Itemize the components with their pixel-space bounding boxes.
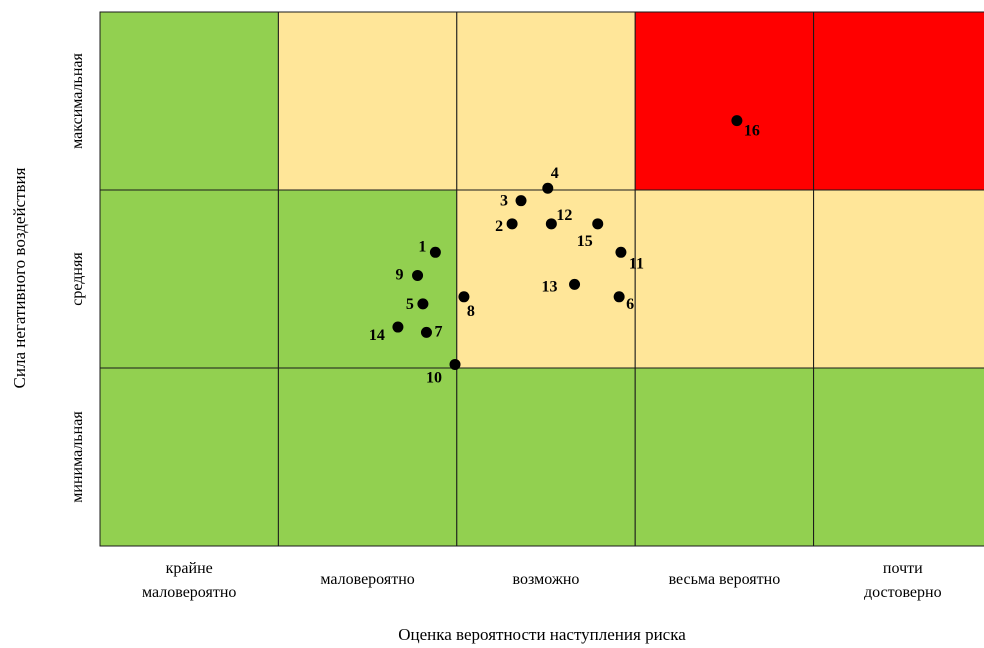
matrix-cell [813,11,984,191]
risk-point-label: 7 [434,323,442,340]
risk-point [449,358,461,370]
x-tick-labels: крайне маловероятно маловероятно возможно ве… [142,560,942,601]
risk-point [392,321,404,333]
matrix-cell [456,11,636,191]
x-axis-title: Оценка вероятности наступления риска [398,625,686,644]
matrix-cell [456,367,636,547]
risk-point [569,278,581,290]
matrix-cell [277,367,458,547]
risk-point-label: 13 [542,278,558,295]
matrix-cell [813,367,984,547]
risk-point-label: 12 [556,207,572,224]
risk-point-label: 14 [369,327,385,344]
risk-point [542,182,554,194]
matrix-cell [456,189,636,369]
risk-point [458,291,470,303]
matrix-cell [277,11,458,191]
risk-point-label: 9 [396,266,404,283]
risk-point-label: 1 [418,238,426,255]
risk-point [613,291,625,303]
y-tick-label: средняя [69,252,86,306]
matrix-cell [634,11,815,191]
matrix-cell [813,189,984,369]
risk-point-label: 8 [467,303,475,320]
matrix-cell [99,11,279,191]
risk-point-label: 3 [500,193,508,210]
risk-point-label: 11 [629,255,644,272]
risk-point [545,218,557,230]
y-axis-title: Сила негативного воздействия [10,167,29,388]
y-tick-label: максимальная [69,53,86,149]
risk-point-label: 4 [551,165,559,182]
risk-point-label: 2 [495,218,503,235]
y-tick-label: минимальная [69,411,86,503]
risk-point [417,298,429,310]
matrix-cell [99,367,279,547]
risk-point-label: 16 [744,123,760,140]
matrix-cell [99,189,279,369]
x-tick-label: крайне маловероятно [142,560,236,601]
x-tick-label: почти достоверно [864,560,942,601]
x-tick-label: возможно [513,571,580,588]
x-tick-label: маловероятно [320,571,414,588]
risk-point [420,326,432,338]
risk-point [429,246,441,258]
risk-point-label: 5 [406,296,414,313]
risk-point [412,269,424,281]
risk-point [506,218,518,230]
risk-point [515,195,527,207]
matrix-cells [99,11,984,547]
matrix-cell [634,367,815,547]
x-tick-label: весьма вероятно [669,571,781,588]
y-tick-labels: минимальная средняя максимальная [69,53,86,503]
matrix-cell [634,189,815,369]
risk-point [615,246,627,258]
risk-point [731,115,743,127]
matrix-cell [277,189,458,369]
risk-point [592,218,604,230]
risk-point-label: 10 [426,369,442,386]
risk-point-label: 15 [577,233,593,250]
risk-point-label: 6 [626,296,634,313]
